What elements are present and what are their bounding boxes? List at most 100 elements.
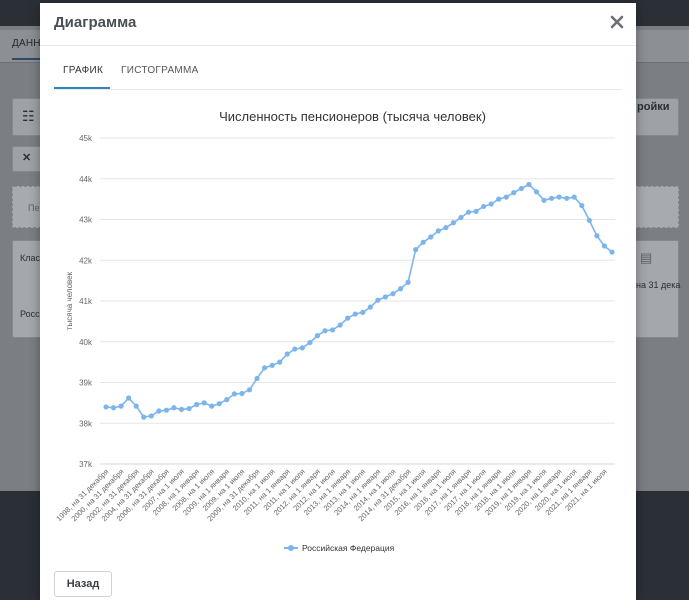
data-point xyxy=(133,403,139,409)
data-point xyxy=(435,228,441,234)
table-header-cell: Класс xyxy=(20,253,45,263)
tab-graph[interactable]: ГРАФИК xyxy=(63,65,104,76)
data-point xyxy=(556,194,562,200)
data-point xyxy=(586,217,592,223)
data-point xyxy=(428,234,434,240)
data-point xyxy=(511,190,517,196)
data-point xyxy=(314,333,321,339)
data-point xyxy=(450,220,457,226)
data-point xyxy=(103,404,109,410)
data-point xyxy=(194,401,200,408)
data-point xyxy=(473,208,479,214)
legend-marker xyxy=(288,545,294,551)
data-point xyxy=(579,203,585,209)
data-point xyxy=(224,397,230,403)
data-point xyxy=(571,194,577,200)
y-tick-label: 42k xyxy=(79,256,93,265)
y-tick-label: 43k xyxy=(79,216,93,225)
y-tick-label: 44k xyxy=(79,175,93,184)
data-point xyxy=(148,413,154,419)
data-point xyxy=(261,365,268,371)
data-point xyxy=(345,315,351,321)
data-point xyxy=(292,346,298,352)
data-point xyxy=(488,201,494,207)
data-point xyxy=(367,304,373,310)
data-point xyxy=(601,243,608,249)
data-point xyxy=(163,407,170,413)
table-right-header: на 31 дека xyxy=(636,280,681,290)
data-point xyxy=(284,351,290,357)
data-point xyxy=(443,225,449,231)
data-point xyxy=(329,327,336,333)
back-button[interactable]: Назад xyxy=(54,571,112,597)
data-point xyxy=(110,405,117,411)
y-tick-label: 39k xyxy=(79,379,93,388)
modal-title: Диаграмма xyxy=(54,14,137,31)
data-point xyxy=(307,339,313,346)
data-point xyxy=(178,406,185,412)
data-point xyxy=(239,390,245,397)
tab-graph-underline xyxy=(54,87,110,89)
y-axis-label: тысяча человек xyxy=(65,271,74,330)
data-point xyxy=(269,362,275,368)
data-point xyxy=(126,395,132,401)
data-point xyxy=(465,209,472,215)
settings-sliders-icon[interactable]: ☷ xyxy=(22,108,35,124)
table-doc-icon: ▤ xyxy=(640,250,653,265)
data-point xyxy=(609,249,615,255)
data-point xyxy=(322,328,328,334)
legend-label: Российская Федерация xyxy=(302,543,395,553)
data-point xyxy=(420,239,426,245)
data-point xyxy=(503,194,509,200)
data-point xyxy=(209,403,215,409)
filter-input-stub: Пе xyxy=(28,203,40,213)
data-point xyxy=(496,196,502,202)
data-point xyxy=(413,247,419,253)
data-point xyxy=(548,195,555,201)
data-point xyxy=(405,279,411,285)
data-point xyxy=(360,309,366,316)
tab-histogram[interactable]: ГИСТОГРАММА xyxy=(121,65,199,76)
data-point xyxy=(201,400,207,406)
data-point xyxy=(533,189,540,195)
app-tab-data[interactable]: ДАНН xyxy=(12,38,41,49)
data-point xyxy=(397,286,404,292)
data-point xyxy=(526,181,532,188)
data-point xyxy=(118,403,124,409)
y-tick-label: 41k xyxy=(79,297,93,306)
close-icon[interactable] xyxy=(606,11,628,33)
data-point xyxy=(216,401,222,407)
tabs-divider xyxy=(54,89,622,90)
data-point xyxy=(352,311,358,317)
data-point xyxy=(337,322,343,328)
data-point xyxy=(458,214,464,221)
settings-button[interactable]: ройки xyxy=(637,101,670,113)
y-tick-label: 45k xyxy=(79,134,93,143)
data-point xyxy=(518,185,524,192)
data-point xyxy=(299,345,305,351)
y-tick-label: 38k xyxy=(79,419,93,428)
data-point xyxy=(564,195,570,201)
data-point xyxy=(390,291,396,297)
data-point xyxy=(594,233,600,239)
data-point xyxy=(277,359,283,365)
y-tick-label: 37k xyxy=(79,460,93,469)
chart-title: Численность пенсионеров (тысяча человек) xyxy=(219,109,486,124)
data-point xyxy=(382,294,389,300)
data-point xyxy=(375,297,381,303)
data-point xyxy=(246,387,253,393)
data-point xyxy=(231,391,237,397)
clear-icon: ✕ xyxy=(22,152,32,164)
data-point xyxy=(254,375,260,382)
table-row-cell: Россий xyxy=(20,309,50,319)
data-point xyxy=(156,408,162,414)
data-point xyxy=(171,405,177,411)
line-chart: Численность пенсионеров (тысяча человек)… xyxy=(54,109,615,553)
data-point xyxy=(481,203,487,210)
modal-header: Диаграмма xyxy=(40,3,636,46)
y-tick-label: 40k xyxy=(79,338,93,347)
chart-modal: Диаграмма ГРАФИК ГИСТОГРАММА Численность… xyxy=(40,3,636,600)
data-point xyxy=(186,405,192,412)
app-tab-underline xyxy=(12,58,40,60)
data-point xyxy=(141,414,147,420)
